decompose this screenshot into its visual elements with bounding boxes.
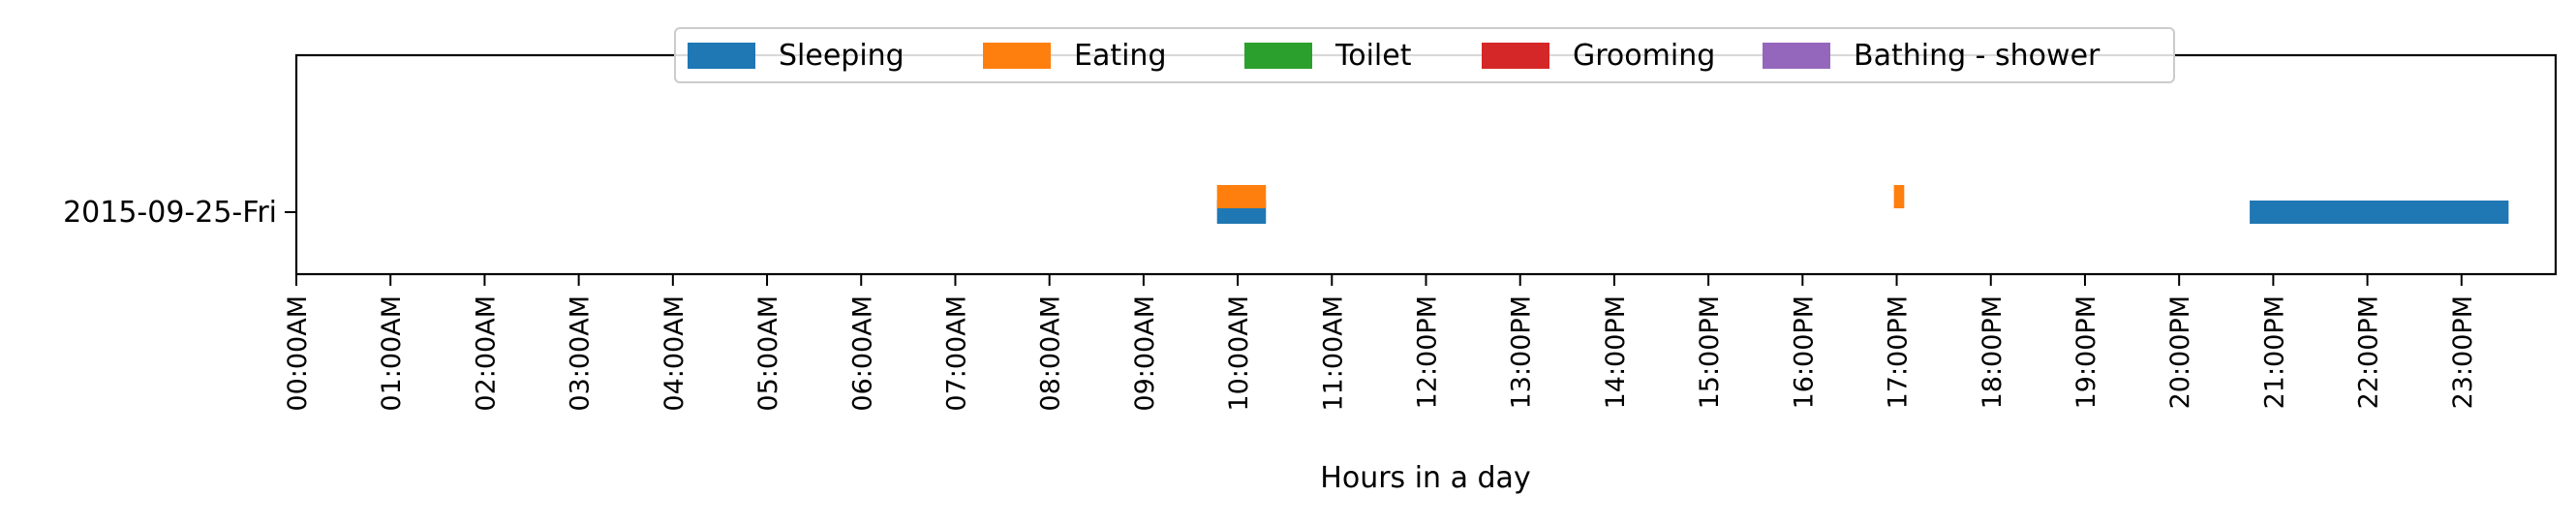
bars-layer (1216, 185, 2509, 224)
legend-label: Grooming (1573, 39, 1715, 73)
x-tick-label: 00:00AM (283, 295, 313, 412)
y-tick-label: 2015-09-25-Fri (63, 196, 277, 230)
legend-label: Bathing - shower (1854, 39, 2101, 73)
bar-sleeping-1 (2250, 201, 2509, 224)
x-tick-label: 10:00AM (1224, 295, 1254, 412)
legend-swatch-bathing-shower (1763, 43, 1830, 69)
x-tick-label: 22:00PM (2354, 295, 2384, 409)
x-tick-label: 09:00AM (1130, 295, 1160, 412)
x-tick-label: 02:00AM (471, 295, 501, 412)
x-tick-label: 04:00AM (659, 295, 690, 412)
x-tick-label: 20:00PM (2165, 295, 2195, 409)
x-tick-label: 08:00AM (1036, 295, 1066, 412)
legend-swatch-toilet (1244, 43, 1312, 69)
legend-swatch-eating (983, 43, 1051, 69)
x-tick-label: 03:00AM (566, 295, 596, 412)
x-axis: 00:00AM 01:00AM 02:00AM 03:00AM 04:00AM 05:00… (283, 274, 2478, 412)
legend: Sleeping Eating Toilet Grooming Bathing - sh… (674, 27, 2175, 83)
x-axis-label: Hours in a day (1320, 461, 1530, 495)
x-tick-label: 06:00AM (847, 295, 877, 412)
y-axis: 2015-09-25-Fri (63, 196, 296, 230)
legend-label: Eating (1074, 39, 1167, 73)
legend-swatch-grooming (1482, 43, 1549, 69)
bar-eating-1 (1893, 185, 1905, 208)
bar-eating-0 (1216, 185, 1267, 208)
legend-label: Sleeping (779, 39, 905, 73)
x-tick-label: 23:00PM (2448, 295, 2478, 409)
x-tick-label: 01:00AM (377, 295, 407, 412)
x-tick-label: 12:00PM (1413, 295, 1443, 409)
x-tick-label: 14:00PM (1601, 295, 1631, 409)
x-tick-label: 05:00AM (753, 295, 783, 412)
x-tick-label: 15:00PM (1695, 295, 1725, 409)
x-tick-label: 16:00PM (1789, 295, 1819, 409)
x-tick-label: 19:00PM (2071, 295, 2101, 409)
x-tick-label: 21:00PM (2259, 295, 2289, 409)
x-tick-label: 18:00PM (1978, 295, 2008, 409)
legend-label: Toilet (1334, 39, 1412, 73)
x-tick-label: 07:00AM (941, 295, 971, 412)
x-tick-label: 11:00AM (1318, 295, 1348, 412)
x-tick-label: 17:00PM (1884, 295, 1914, 409)
x-tick-label: 13:00PM (1507, 295, 1537, 409)
legend-swatch-sleeping (688, 43, 755, 69)
